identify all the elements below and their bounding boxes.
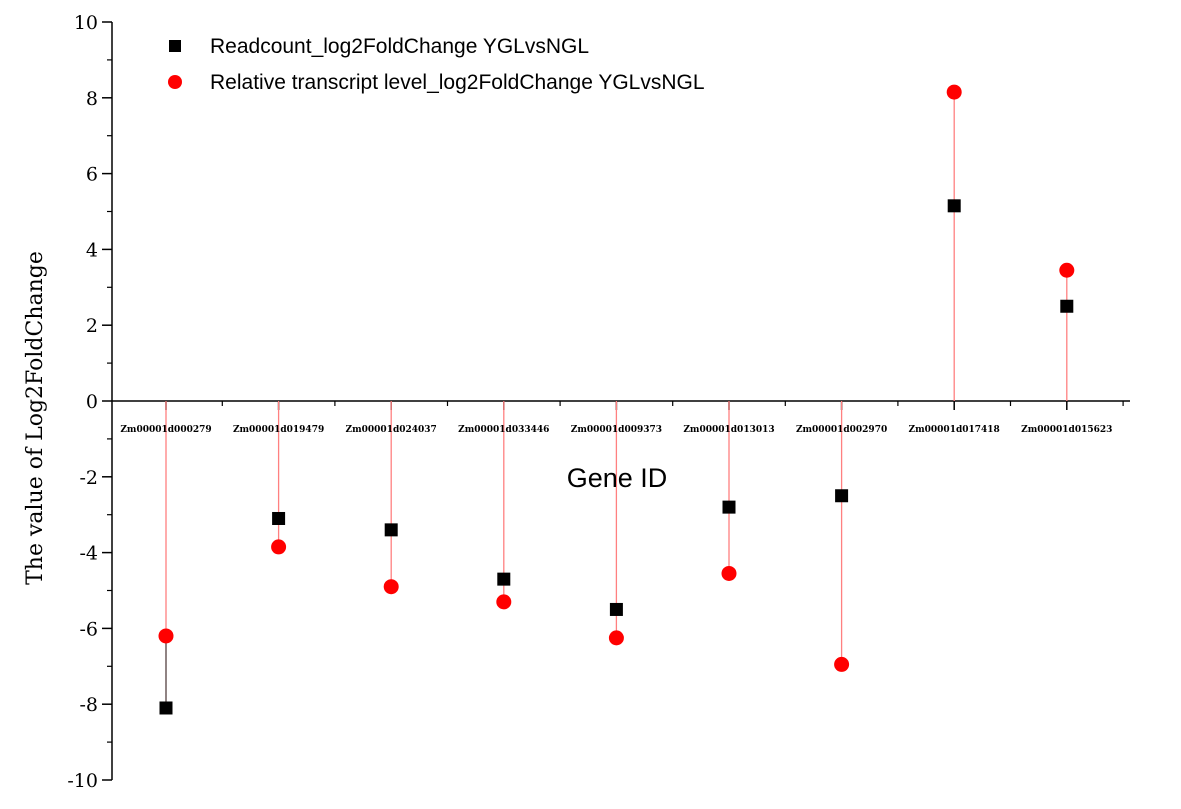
y-tick-label: -2	[79, 467, 98, 489]
legend-label-readcount: Readcount_log2FoldChange YGLvsNGL	[210, 35, 589, 58]
legend-label-relative-transcript: Relative transcript level_log2FoldChange…	[210, 71, 705, 94]
stem-lines	[165, 92, 1068, 708]
readcount-point	[159, 701, 173, 715]
y-tick-label: 0	[86, 391, 98, 413]
y-tick-label: -4	[79, 543, 98, 565]
y-tick-label: 8	[86, 88, 98, 110]
y-tick-label: 10	[74, 12, 98, 34]
y-axis-title: The value of Log2FoldChange	[23, 251, 48, 585]
category-label: Zm00001d017418	[909, 425, 1000, 435]
readcount-point	[1060, 299, 1074, 313]
y-tick-label: -6	[79, 618, 98, 640]
readcount-point	[272, 511, 286, 525]
readcount-point	[947, 199, 961, 213]
y-tick-label: -10	[67, 770, 98, 792]
relative-transcript-point	[608, 630, 624, 646]
category-label: Zm00001d024037	[346, 425, 437, 435]
readcount-point	[609, 602, 623, 616]
relative-transcript-point	[271, 539, 287, 555]
readcount-point	[835, 489, 849, 503]
readcount-point	[384, 523, 398, 537]
category-label: Zm00001d013013	[683, 425, 774, 435]
relative-transcript-point	[158, 628, 174, 644]
relative-transcript-point	[496, 594, 512, 610]
relative-transcript-point	[721, 565, 737, 581]
y-axis: 10 8 6 4 2 0 -2 -4 -6 -8 -10	[67, 12, 113, 792]
category-label: Zm00001d002970	[796, 425, 887, 435]
y-tick-label: -8	[79, 694, 98, 716]
x-axis	[112, 400, 1130, 410]
relative-transcript-point	[834, 656, 850, 672]
y-tick-label: 4	[86, 239, 98, 261]
readcount-point	[722, 500, 736, 514]
category-label: Zm00001d019479	[233, 425, 324, 435]
category-label: Zm00001d033446	[458, 425, 549, 435]
category-label: Zm00001d000279	[120, 425, 211, 435]
legend: Readcount_log2FoldChange YGLvsNGL Relativ…	[168, 35, 705, 94]
relative-transcript-point	[383, 579, 399, 595]
relative-transcript-point	[1059, 262, 1075, 278]
relative-transcript-point	[946, 84, 962, 100]
y-tick-label: 6	[86, 164, 98, 186]
category-label: Zm00001d015623	[1021, 425, 1112, 435]
x-axis-title: Gene ID	[567, 463, 668, 493]
category-labels: Zm00001d000279 Zm00001d019479 Zm00001d0240…	[120, 425, 1112, 435]
y-tick-label: 2	[86, 315, 98, 337]
legend-circle-icon	[168, 75, 182, 89]
readcount-point	[497, 572, 511, 586]
category-label: Zm00001d009373	[571, 425, 662, 435]
legend-square-icon	[169, 40, 181, 52]
data-markers	[158, 84, 1075, 715]
